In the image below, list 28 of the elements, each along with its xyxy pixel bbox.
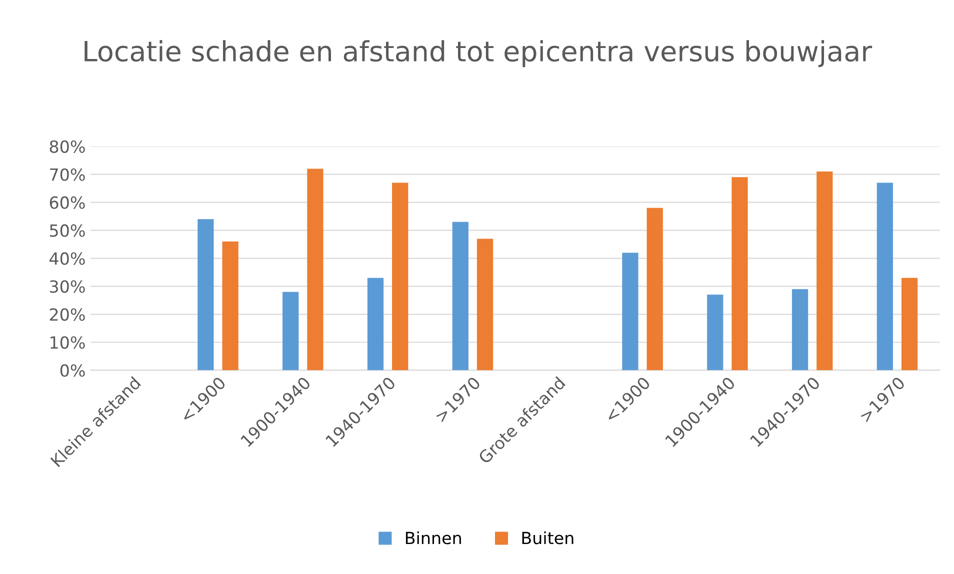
bar — [198, 219, 214, 370]
bar — [876, 182, 893, 370]
bar — [307, 168, 324, 370]
bar — [476, 238, 494, 370]
y-tick-label: 40% — [50, 252, 85, 265]
y-tick-label: 10% — [50, 336, 85, 349]
bar — [367, 278, 384, 370]
legend-label: Buiten — [522, 531, 574, 544]
bar — [707, 294, 724, 370]
bar — [792, 289, 808, 370]
bar — [622, 252, 638, 370]
bar — [732, 177, 748, 370]
y-tick-label: 30% — [50, 280, 85, 293]
y-tick-label: 70% — [50, 168, 85, 181]
chart-title: Locatie schade en afstand tot epicentra versus bouwjaar — [84, 40, 872, 68]
y-tick-label: 50% — [50, 224, 85, 237]
y-tick-label: 60% — [50, 196, 85, 209]
bar — [222, 242, 238, 370]
bar — [901, 278, 918, 370]
bar — [392, 182, 408, 370]
bar — [452, 222, 468, 370]
y-tick-label: 0% — [60, 364, 85, 377]
legend-label: Binnen — [406, 531, 461, 544]
bar — [816, 172, 833, 370]
bar — [646, 208, 663, 370]
y-tick-label: 80% — [50, 140, 85, 153]
y-tick-label: 20% — [50, 308, 85, 321]
bar — [282, 292, 299, 370]
